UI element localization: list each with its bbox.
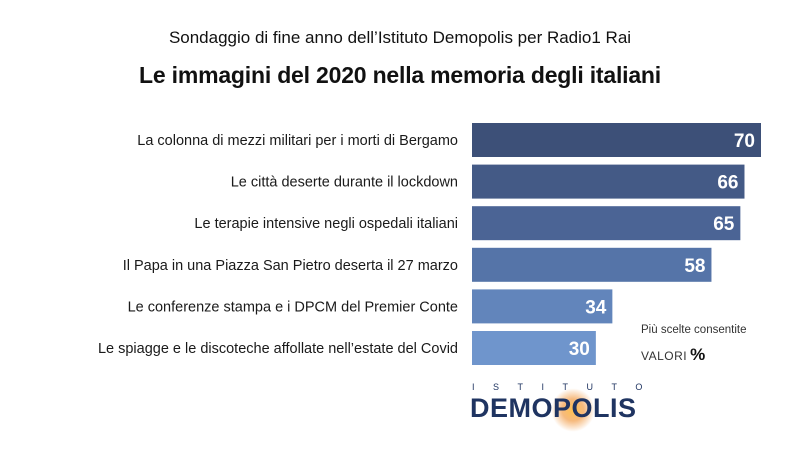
value-label: 65: [713, 214, 735, 235]
unit-label: VALORI: [641, 349, 688, 363]
unit-note: VALORI%: [641, 345, 706, 365]
bar: [472, 206, 741, 241]
logo-glow: [551, 388, 595, 432]
category-label: Le terapie intensive negli ospedali ital…: [194, 216, 458, 232]
category-label: La colonna di mezzi militari per i morti…: [137, 133, 458, 149]
chart-title: Le immagini del 2020 nella memoria degli…: [139, 62, 661, 88]
category-label: Le spiagge e le discoteche affollate nel…: [98, 341, 458, 357]
value-label: 30: [569, 339, 590, 360]
value-label: 34: [585, 297, 607, 318]
demopolis-logo: ISTITUTO DEMOPOLIS: [470, 382, 685, 432]
logo-top-text: ISTITUTO: [472, 382, 661, 392]
bar: [472, 331, 596, 365]
bar: [472, 289, 613, 324]
bar: [472, 123, 761, 157]
chart-subtitle: Sondaggio di fine anno dell’Istituto Dem…: [168, 28, 632, 47]
category-label: Le conferenze stampa e i DPCM del Premie…: [128, 299, 458, 315]
bar: [472, 247, 712, 282]
logo-main-text: DEMOPOLIS: [470, 393, 637, 423]
value-label: 70: [734, 131, 755, 152]
unit-symbol: %: [690, 345, 706, 364]
bar: [472, 164, 745, 199]
multiple-choice-note: Più scelte consentite: [641, 324, 747, 336]
value-label: 66: [717, 173, 738, 194]
value-label: 58: [684, 256, 705, 277]
category-label: Le città deserte durante il lockdown: [231, 175, 458, 191]
category-label: Il Papa in una Piazza San Pietro deserta…: [123, 258, 458, 274]
